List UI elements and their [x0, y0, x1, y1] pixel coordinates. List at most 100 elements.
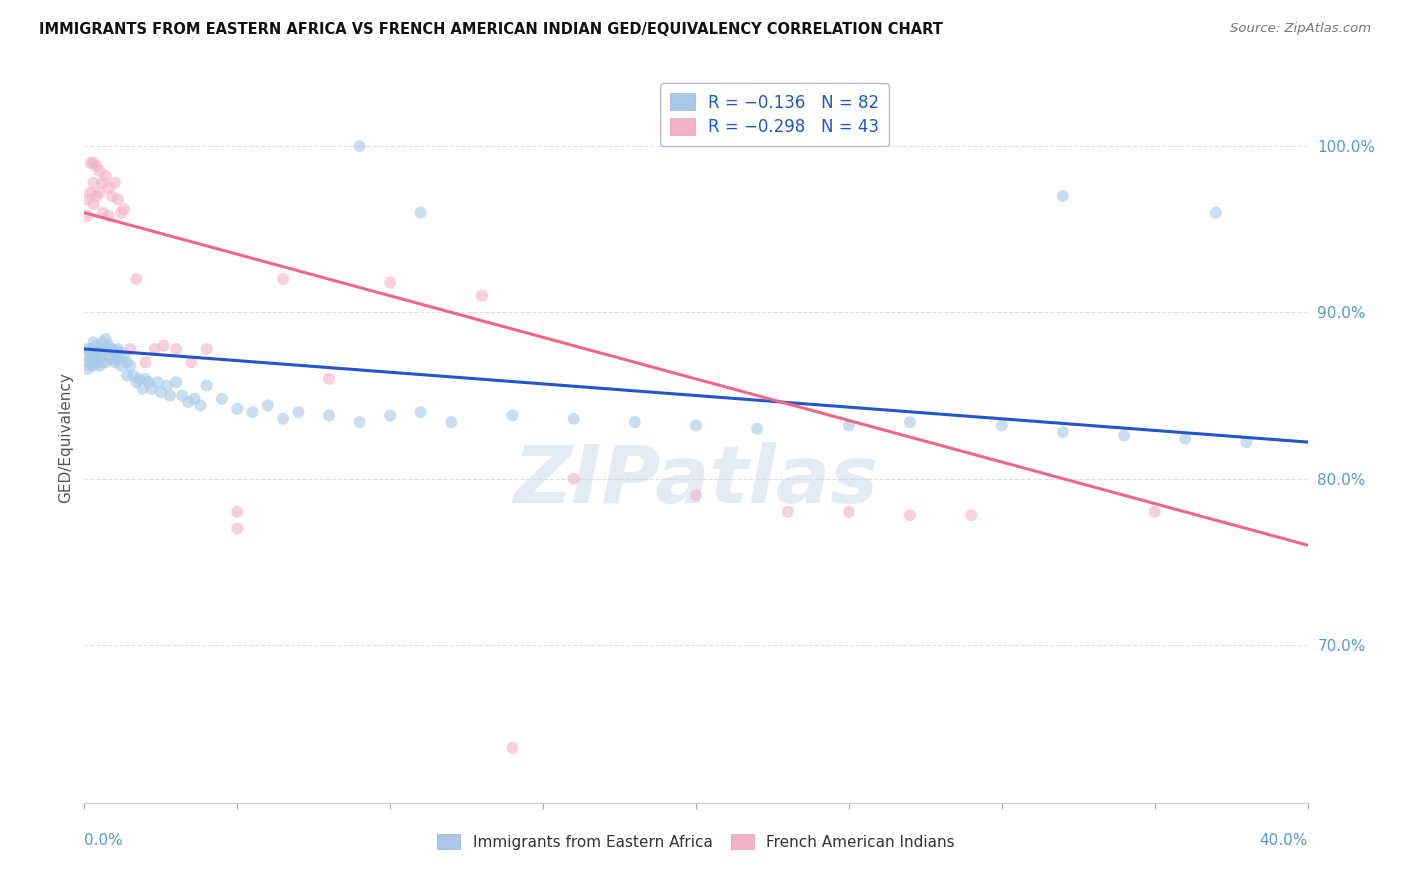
Text: ZIPatlas: ZIPatlas [513, 442, 879, 520]
Point [1205, 205, 1227, 219]
Point [76, 349, 98, 363]
Point [89, 164, 111, 178]
Point [776, 505, 799, 519]
Point [79, 359, 101, 373]
Point [79, 186, 101, 200]
Point [91, 355, 114, 369]
Point [120, 342, 142, 356]
Point [94, 342, 117, 356]
Point [135, 355, 157, 369]
Point [79, 351, 101, 366]
Point [107, 342, 129, 356]
Point [1052, 425, 1074, 439]
Point [101, 351, 124, 366]
Point [242, 405, 264, 419]
Point [271, 272, 294, 286]
Point [991, 418, 1014, 433]
Point [89, 342, 111, 356]
Point [141, 382, 163, 396]
Point [195, 378, 218, 392]
Point [83, 155, 105, 169]
Point [898, 415, 921, 429]
Point [349, 139, 371, 153]
Point [107, 351, 129, 366]
Point [898, 508, 921, 523]
Point [380, 276, 402, 290]
Point [502, 409, 524, 423]
Point [1236, 435, 1258, 450]
Point [91, 335, 114, 350]
Point [79, 155, 101, 169]
Point [76, 362, 98, 376]
Point [838, 418, 860, 433]
Point [190, 399, 212, 413]
Point [409, 405, 432, 419]
Point [115, 368, 138, 383]
Point [349, 415, 371, 429]
Point [76, 355, 98, 369]
Point [177, 395, 200, 409]
Point [149, 385, 172, 400]
Point [94, 169, 117, 183]
Point [83, 351, 105, 366]
Point [101, 189, 124, 203]
Point [120, 359, 142, 373]
Point [110, 345, 132, 359]
Point [107, 192, 129, 206]
Point [165, 342, 187, 356]
Text: Source: ZipAtlas.com: Source: ZipAtlas.com [1230, 22, 1371, 36]
Point [91, 345, 114, 359]
Point [838, 505, 860, 519]
Point [624, 415, 647, 429]
Point [156, 378, 179, 392]
Point [76, 342, 98, 356]
Point [409, 205, 432, 219]
Point [76, 192, 98, 206]
Point [159, 388, 181, 402]
Point [104, 176, 127, 190]
Point [76, 209, 98, 223]
Point [125, 375, 148, 389]
Point [380, 409, 402, 423]
Point [287, 405, 309, 419]
Text: IMMIGRANTS FROM EASTERN AFRICA VS FRENCH AMERICAN INDIAN GED/EQUIVALENCY CORRELA: IMMIGRANTS FROM EASTERN AFRICA VS FRENCH… [39, 22, 943, 37]
Point [83, 345, 105, 359]
Point [471, 289, 494, 303]
Point [172, 388, 194, 402]
Point [86, 345, 108, 359]
Point [115, 355, 138, 369]
Point [138, 375, 160, 389]
Point [960, 508, 983, 523]
Point [143, 342, 166, 356]
Point [685, 418, 707, 433]
Point [122, 368, 145, 383]
Point [89, 359, 111, 373]
Point [195, 342, 218, 356]
Point [86, 189, 108, 203]
Point [211, 392, 233, 406]
Point [112, 202, 135, 217]
Legend: Immigrants from Eastern Africa, French American Indians: Immigrants from Eastern Africa, French A… [430, 826, 962, 857]
Point [183, 392, 205, 406]
Point [91, 205, 114, 219]
Point [226, 505, 249, 519]
Text: 40.0%: 40.0% [1260, 833, 1308, 848]
Point [91, 176, 114, 190]
Point [83, 176, 105, 190]
Point [318, 372, 340, 386]
Point [86, 355, 108, 369]
Point [226, 401, 249, 416]
Point [440, 415, 463, 429]
Point [94, 355, 117, 369]
Point [94, 332, 117, 346]
Point [97, 349, 120, 363]
Point [89, 349, 111, 363]
Point [79, 345, 101, 359]
Point [1143, 505, 1166, 519]
Point [502, 740, 524, 755]
Point [86, 338, 108, 352]
Text: 0.0%: 0.0% [84, 833, 124, 848]
Point [165, 375, 187, 389]
Point [86, 159, 108, 173]
Point [1114, 428, 1136, 442]
